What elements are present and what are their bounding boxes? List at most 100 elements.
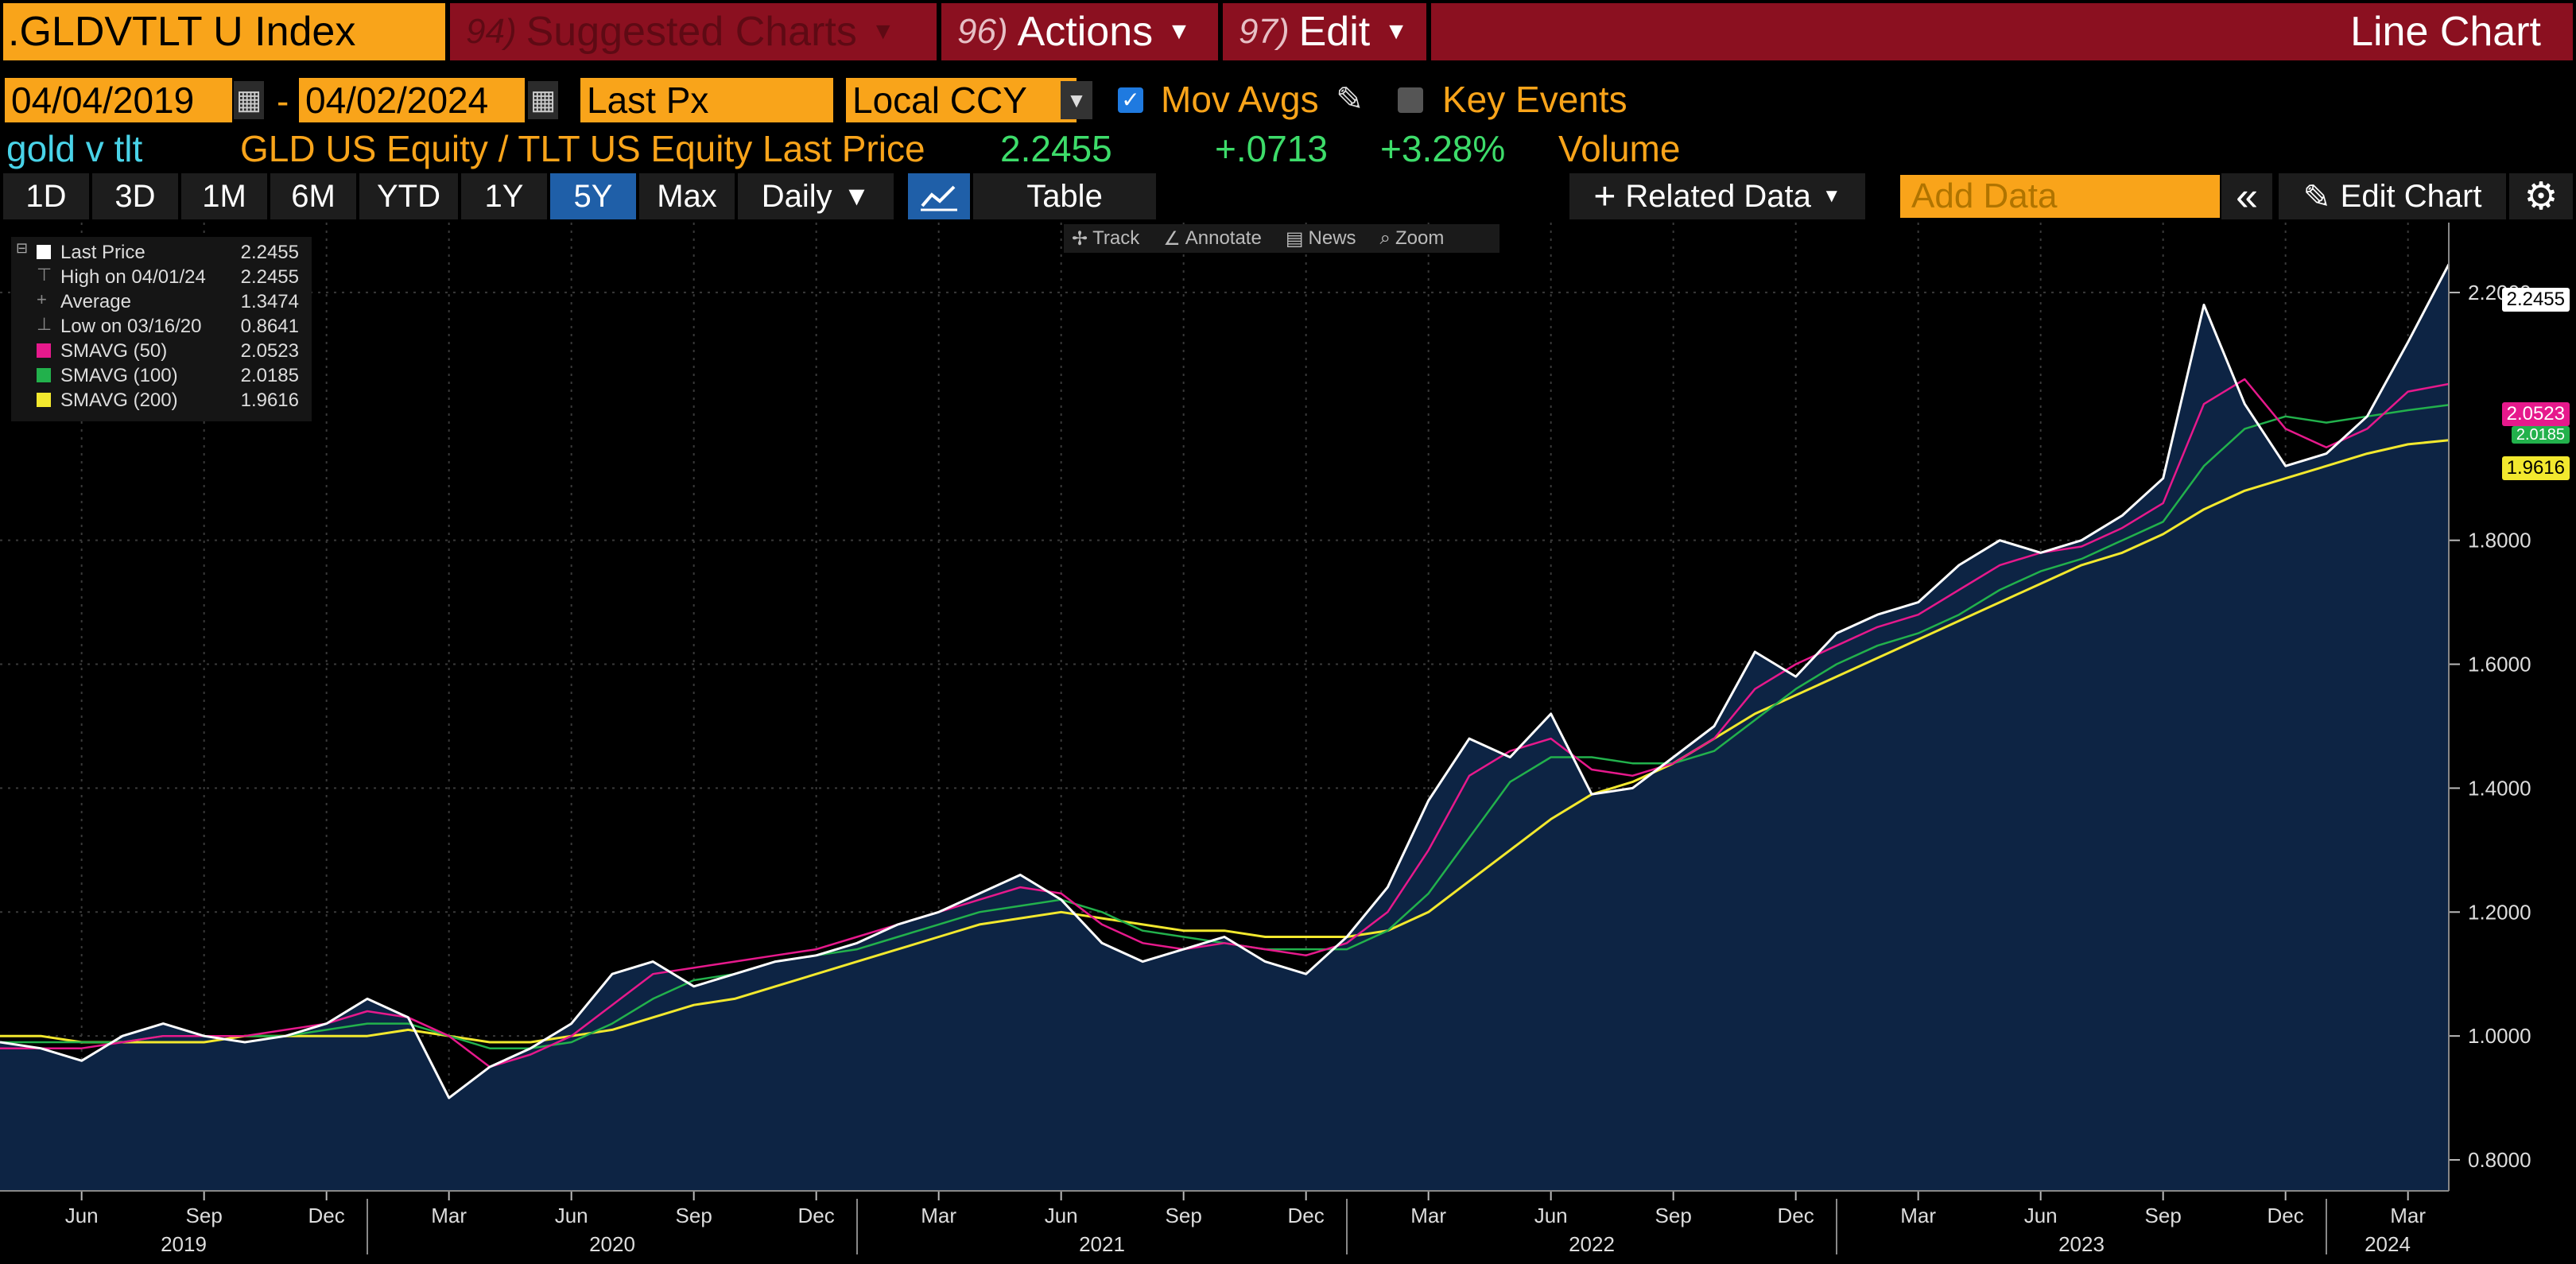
range-3d-button[interactable]: 3D [92,173,178,219]
plus-icon: + [1593,175,1616,218]
collapse-icon[interactable]: ⊟ [16,240,29,256]
mov-avgs-checkbox[interactable]: ✓ [1118,87,1143,113]
related-data-dropdown[interactable]: + Related Data ▼ [1569,173,1865,219]
x-month-label: Dec [1778,1204,1814,1227]
calendar-icon[interactable]: ▦ [234,81,264,119]
line-chart-icon[interactable] [908,173,970,219]
range-ytd-button[interactable]: YTD [359,173,458,219]
legend-value: 2.0523 [240,340,299,362]
legend-row: Last Price 2.2455 [11,240,312,264]
legend-row: SMAVG (100) 2.0185 [11,363,312,387]
sma50-tag: 2.0523 [2501,402,2570,426]
x-month-label: Jun [555,1204,588,1227]
edit-menu[interactable]: 97) Edit ▼ [1223,3,1426,60]
ticker-field[interactable]: .GLDVTLT U Index [3,3,445,60]
suggested-charts-menu[interactable]: 94) Suggested Charts ▼ [450,3,937,60]
calendar-icon[interactable]: ▦ [528,81,558,119]
x-month-label: Jun [65,1204,99,1227]
legend-value: 0.8641 [240,316,299,337]
related-data-label: Related Data [1625,178,1811,214]
news-icon: ▤ [1285,227,1304,250]
zoom-tool[interactable]: Zoom [1395,227,1445,249]
x-month-label: Mar [1900,1204,1936,1227]
x-month-label: Jun [1534,1204,1568,1227]
legend-name: SMAVG (100) [60,365,178,386]
key-events-label: Key Events [1442,79,1627,120]
legend-swatch [37,393,51,407]
security-name: gold v tlt [6,128,143,169]
x-month-label: Dec [308,1204,345,1227]
legend-value: 1.9616 [240,390,299,411]
annotate-icon: ∠ [1163,227,1181,250]
caret-down-icon: ▼ [871,18,895,45]
price-chart[interactable]: 0.80001.00001.20001.40001.60001.80002.20… [0,223,2576,1264]
range-1m-button[interactable]: 1M [181,173,267,219]
menu-label: Suggested Charts [526,9,857,55]
legend-value: 2.0185 [240,365,299,386]
annotate-tool[interactable]: Annotate [1185,227,1262,249]
x-month-label: Dec [2268,1204,2304,1227]
x-month-label: Sep [2145,1204,2182,1227]
currency-selector[interactable]: Local CCY [846,78,1077,122]
x-year-label: 2024 [2365,1232,2411,1256]
series-lines [0,263,2450,1099]
range-1d-button[interactable]: 1D [3,173,89,219]
menu-label: Actions [1017,9,1154,55]
y-tick-label: 0.8000 [2468,1148,2531,1172]
x-month-label: Mar [1410,1204,1446,1227]
view-title: Line Chart [2350,9,2541,55]
x-month-label: Mar [921,1204,956,1227]
legend-name: High on 04/01/24 [60,266,206,288]
legend-swatch [37,343,51,358]
range-5y-button[interactable]: 5Y [550,173,636,219]
legend-row: + Average 1.3474 [11,289,312,313]
crosshair-icon: ✢ [1072,227,1088,250]
average-marker-icon: + [37,289,47,309]
gear-icon[interactable]: ⚙ [2509,173,2573,219]
last-price-tag: 2.2455 [2501,288,2570,312]
ticker-text: .GLDVTLT U Index [8,9,356,55]
menu-number: 94) [466,12,517,51]
edit-chart-label: Edit Chart [2340,178,2482,214]
view-title-bar: Line Chart [1431,3,2573,60]
pencil-icon[interactable]: ✎ [1336,80,1364,118]
table-button[interactable]: Table [973,173,1156,219]
top-bar: .GLDVTLT U Index 94) Suggested Charts ▼ … [0,0,2576,64]
sma100-tag: 2.0185 [2511,426,2570,444]
frequency-dropdown[interactable]: Daily ▼ [738,173,894,219]
track-tool[interactable]: Track [1092,227,1140,249]
x-year-label: 2019 [161,1232,207,1256]
range-1y-button[interactable]: 1Y [461,173,547,219]
y-tick-label: 1.4000 [2468,776,2531,800]
legend-name: Last Price [60,242,145,263]
range-max-button[interactable]: Max [639,173,735,219]
menu-number: 97) [1239,12,1290,51]
chevron-down-icon[interactable]: ▼ [1061,81,1092,119]
x-month-label: Sep [1166,1204,1202,1227]
volume-label: Volume [1558,128,1681,169]
legend-name: Average [60,291,131,312]
collapse-double-chevron-icon[interactable]: « [2221,173,2272,219]
legend-row: SMAVG (200) 1.9616 [11,388,312,412]
add-data-input[interactable]: Add Data [1900,175,2220,218]
field-selector[interactable]: Last Px [580,78,833,122]
price-area-fill [0,264,2449,1191]
range-6m-button[interactable]: 6M [270,173,356,219]
chart-legend[interactable]: ⊟ Last Price 2.2455 ⊤ High on 04/01/24 2… [11,237,312,421]
change-value: +.0713 [1215,128,1328,169]
series-line-last-price [0,263,2450,1099]
x-month-label: Mar [431,1204,467,1227]
actions-menu[interactable]: 96) Actions ▼ [941,3,1218,60]
edit-chart-button[interactable]: ✎ Edit Chart [2279,173,2506,219]
y-tick-label: 1.6000 [2468,653,2531,677]
x-axis: Jun Sep Dec Mar Jun Sep Dec Mar Jun Sep Dec Mar Jun S… [0,1190,2449,1256]
legend-name: SMAVG (200) [60,390,178,411]
key-events-checkbox[interactable] [1398,87,1423,113]
news-tool[interactable]: News [1308,227,1356,249]
legend-row: ⊥ Low on 03/16/20 0.8641 [11,314,312,338]
legend-swatch [37,245,51,259]
end-date-input[interactable]: 04/02/2024 [299,78,525,122]
series-line-smavg-200 [0,439,2450,1044]
y-tick-label: 1.8000 [2468,529,2531,553]
start-date-input[interactable]: 04/04/2019 [5,78,232,122]
